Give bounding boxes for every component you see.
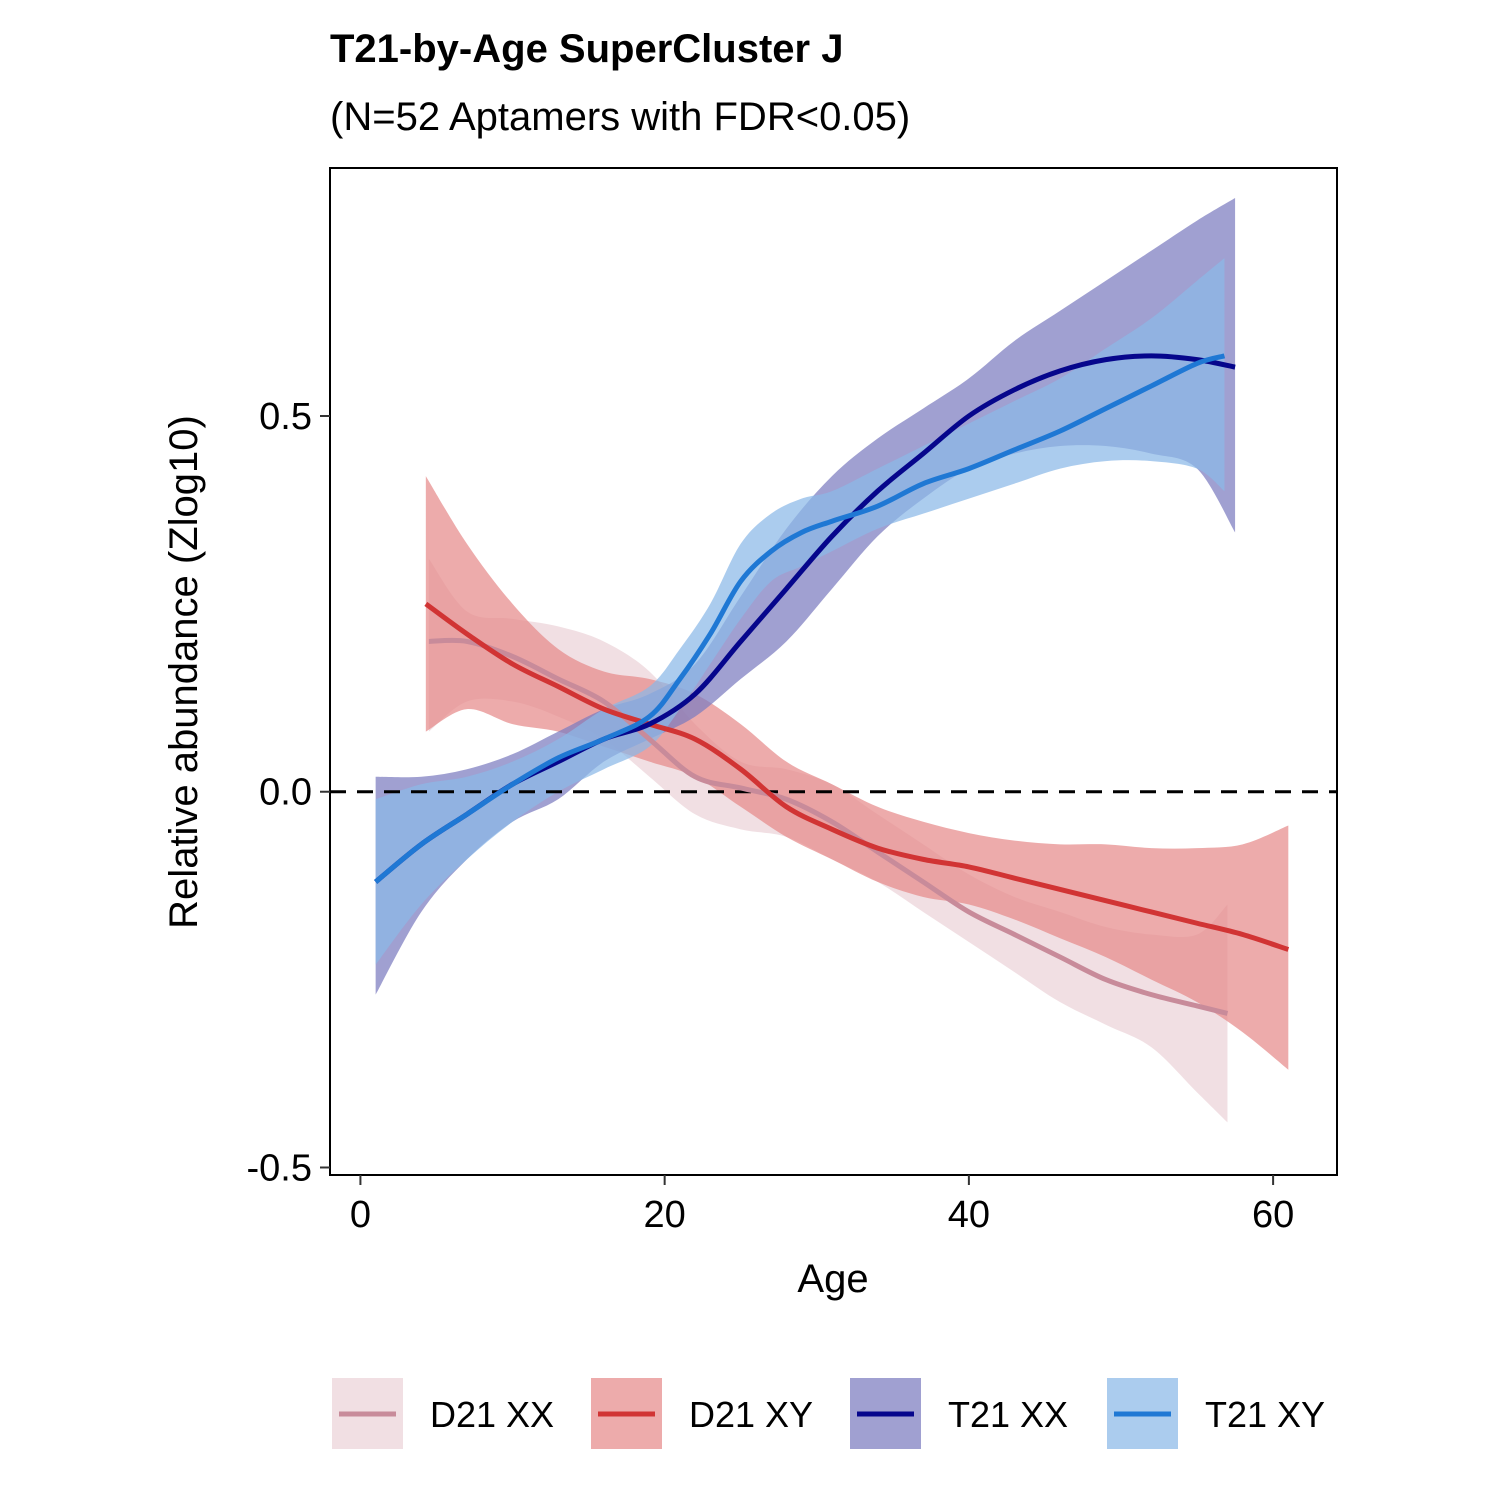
y-axis-title: Relative abundance (Zlog10)	[162, 415, 206, 929]
y-tick-label: 0.0	[259, 772, 312, 814]
legend-label: D21 XX	[430, 1394, 554, 1435]
band-t21-xx	[375, 198, 1236, 995]
legend-key-t21-xy: T21 XY	[1107, 1378, 1325, 1449]
series-lines	[374, 353, 1290, 1016]
y-axis: -0.5 0.0 0.5	[247, 396, 330, 1189]
chart-title: T21-by-Age SuperCluster J	[330, 27, 843, 71]
y-tick-label: 0.5	[259, 396, 312, 438]
band-d21-xy	[425, 476, 1289, 1070]
y-tick-label: -0.5	[247, 1147, 312, 1189]
line-d21-xx	[428, 637, 1229, 1016]
legend: D21 XX D21 XY T21 XX T21 XY	[332, 1378, 1325, 1449]
chart-subtitle: (N=52 Aptamers with FDR<0.05)	[330, 95, 910, 139]
x-axis-title: Age	[797, 1257, 868, 1301]
legend-key-d21-xx: D21 XX	[332, 1378, 554, 1449]
x-axis: 0 20 40 60	[350, 1175, 1294, 1236]
band-t21-xy	[375, 258, 1225, 965]
x-tick-label: 20	[644, 1194, 686, 1236]
confidence-bands	[375, 198, 1289, 1123]
line-t21-xy	[374, 353, 1226, 884]
x-tick-label: 40	[948, 1194, 990, 1236]
legend-label: D21 XY	[689, 1394, 813, 1435]
plot-panel-border	[329, 167, 1338, 1176]
legend-label: T21 XX	[948, 1394, 1068, 1435]
line-d21-xy	[424, 601, 1290, 952]
legend-label: T21 XY	[1205, 1394, 1325, 1435]
x-tick-label: 60	[1252, 1194, 1294, 1236]
x-tick-label: 0	[350, 1194, 371, 1236]
legend-key-d21-xy: D21 XY	[591, 1378, 813, 1449]
legend-key-t21-xx: T21 XX	[850, 1378, 1068, 1449]
